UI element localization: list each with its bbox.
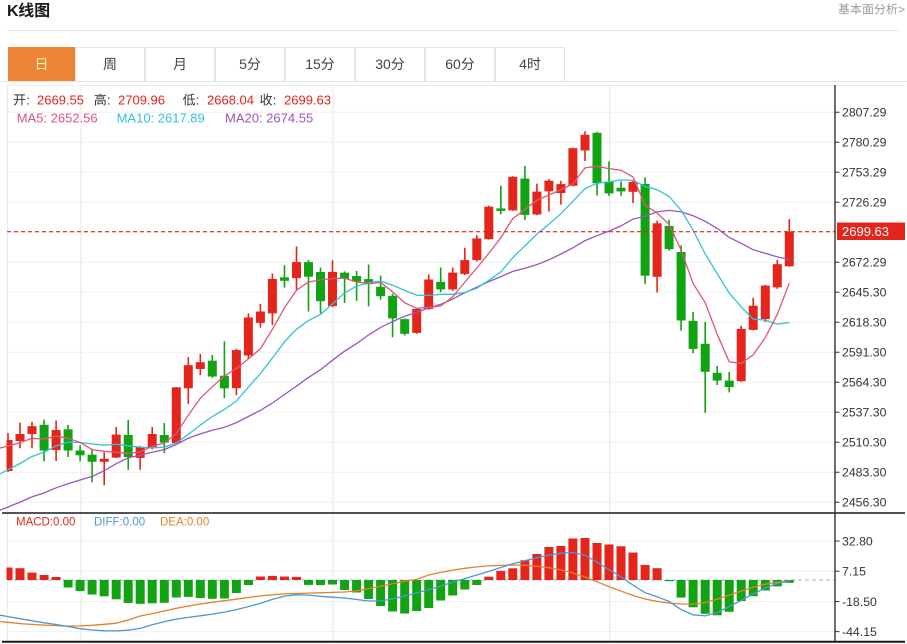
- svg-text:4: 4: [519, 56, 527, 72]
- svg-text:2537.30: 2537.30: [842, 406, 887, 420]
- svg-text:2618.30: 2618.30: [842, 316, 887, 330]
- svg-text:2668.04: 2668.04: [207, 93, 254, 108]
- svg-text:-44.15: -44.15: [842, 625, 877, 639]
- svg-text:2669.55: 2669.55: [37, 93, 84, 108]
- svg-text:30: 30: [375, 56, 391, 72]
- svg-text:MA10: 2617.89: MA10: 2617.89: [117, 111, 205, 126]
- svg-text:32.80: 32.80: [842, 535, 873, 549]
- svg-text:MA20: 2674.55: MA20: 2674.55: [225, 111, 313, 126]
- svg-text:2510.30: 2510.30: [842, 436, 887, 450]
- svg-text:2672.29: 2672.29: [842, 256, 887, 270]
- svg-text:-18.50: -18.50: [842, 595, 877, 609]
- svg-text:>: >: [898, 3, 905, 17]
- svg-text:7.15: 7.15: [842, 565, 866, 579]
- svg-text:2483.30: 2483.30: [842, 466, 887, 480]
- svg-text:2753.29: 2753.29: [842, 166, 887, 180]
- svg-text:MA5: 2652.56: MA5: 2652.56: [17, 111, 98, 126]
- svg-text::: :: [26, 93, 30, 108]
- svg-text:2699.63: 2699.63: [842, 224, 889, 239]
- svg-text::: :: [196, 93, 200, 108]
- svg-text:DEA:0.00: DEA:0.00: [160, 517, 209, 529]
- svg-text:2807.29: 2807.29: [842, 106, 887, 120]
- svg-text:MACD:0.00: MACD:0.00: [16, 517, 75, 529]
- svg-text:2709.96: 2709.96: [118, 93, 165, 108]
- svg-text:2699.63: 2699.63: [284, 93, 331, 108]
- svg-text:60: 60: [445, 56, 461, 72]
- svg-text:2564.30: 2564.30: [842, 376, 887, 390]
- svg-text:2780.29: 2780.29: [842, 136, 887, 150]
- svg-text:K: K: [7, 3, 19, 20]
- svg-text::: :: [107, 93, 111, 108]
- svg-text:2645.30: 2645.30: [842, 286, 887, 300]
- svg-text:5: 5: [239, 56, 247, 72]
- svg-text::: :: [273, 93, 277, 108]
- svg-text:DIFF:0.00: DIFF:0.00: [94, 517, 145, 529]
- svg-text:15: 15: [305, 56, 321, 72]
- svg-text:2456.30: 2456.30: [842, 496, 887, 510]
- svg-text:2726.29: 2726.29: [842, 196, 887, 210]
- svg-text:2591.30: 2591.30: [842, 346, 887, 360]
